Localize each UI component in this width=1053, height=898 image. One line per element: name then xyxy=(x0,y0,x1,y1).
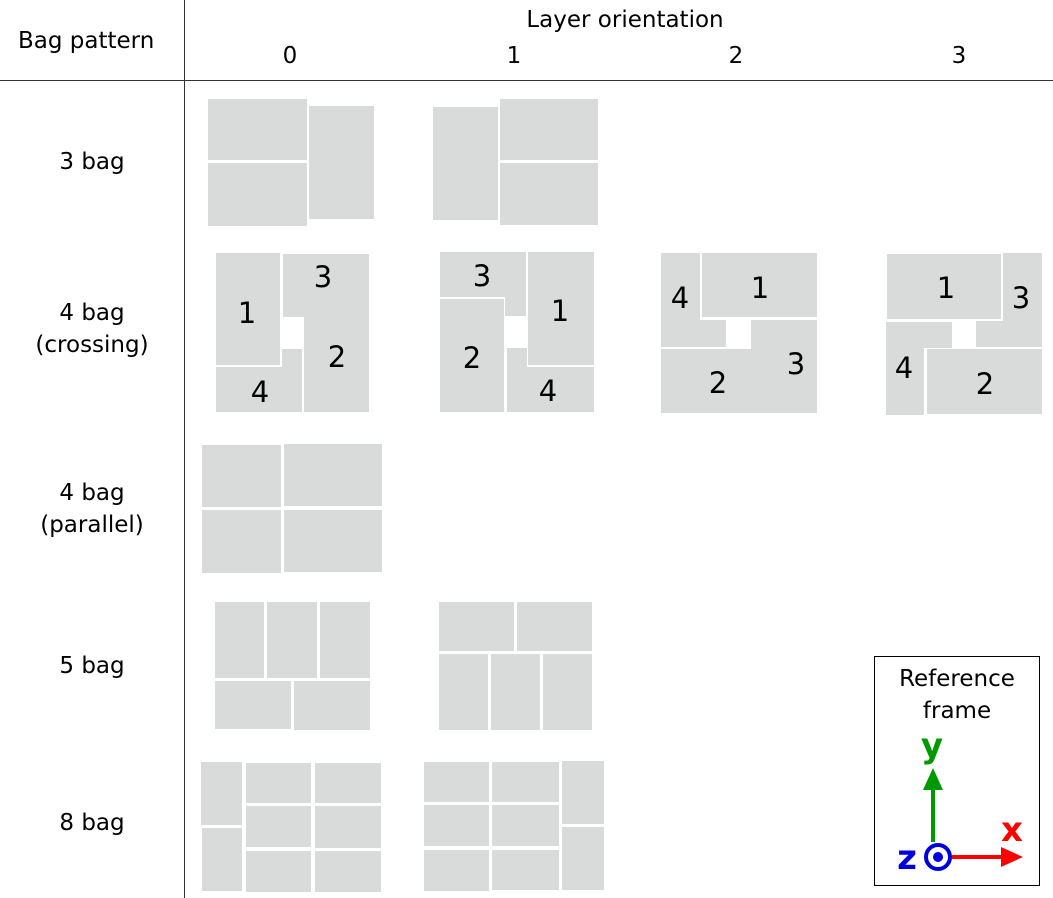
bag-label-4: 4 xyxy=(250,375,270,409)
orientation-0-label: 0 xyxy=(282,43,298,69)
bag-1 xyxy=(528,252,594,365)
bag xyxy=(492,762,559,802)
x-axis-arrowhead xyxy=(1001,847,1023,867)
table-vertical-divider xyxy=(184,0,185,898)
z-axis-ring xyxy=(924,843,952,871)
bag xyxy=(562,761,604,824)
y-axis-label: y xyxy=(921,726,943,766)
bag-2 xyxy=(440,299,504,412)
row-label-4-bag-parallel: 4 bag (parallel) xyxy=(40,480,144,538)
bag xyxy=(500,99,598,160)
bag xyxy=(424,762,489,802)
bag xyxy=(208,163,307,226)
z-axis-dot xyxy=(933,852,943,862)
bag-label-3: 3 xyxy=(1011,281,1031,315)
orientation-1-label: 1 xyxy=(506,43,522,69)
row-label-3-bag: 3 bag xyxy=(59,149,125,175)
bag xyxy=(562,827,604,890)
bag-label-2: 2 xyxy=(327,340,347,374)
orientation-2-label: 2 xyxy=(728,43,744,69)
bag xyxy=(424,850,489,891)
bag xyxy=(492,805,559,846)
bag xyxy=(215,681,291,729)
bag xyxy=(202,445,281,507)
bag-label-4: 4 xyxy=(670,281,690,315)
bag-label-4: 4 xyxy=(894,351,914,385)
layer-orientation-header: Layer orientation xyxy=(526,7,724,33)
bag xyxy=(500,163,598,225)
bag xyxy=(202,510,281,573)
orientation-3-label: 3 xyxy=(951,43,967,69)
bag-label-2: 2 xyxy=(462,341,482,375)
row-label-8-bag: 8 bag xyxy=(59,810,125,836)
bag xyxy=(439,654,488,730)
bag xyxy=(246,806,311,847)
bag xyxy=(267,602,317,678)
bag-2 xyxy=(927,349,1042,414)
z-axis-label: z xyxy=(897,838,917,878)
bag xyxy=(439,602,514,651)
bag xyxy=(315,851,381,892)
bag-label-3: 3 xyxy=(472,259,492,293)
bag-3-part xyxy=(777,349,817,413)
bag-label-2: 2 xyxy=(708,366,728,400)
bag xyxy=(246,851,311,892)
y-axis-arrowhead xyxy=(923,768,943,790)
bag xyxy=(202,828,242,891)
bag-4-part xyxy=(886,322,924,415)
bag-3-part xyxy=(505,252,526,316)
bag xyxy=(201,762,242,825)
bag-label-3: 3 xyxy=(786,347,806,381)
bag-1 xyxy=(887,254,1001,319)
bag xyxy=(294,681,370,730)
bag xyxy=(320,602,370,678)
row-label-5-bag: 5 bag xyxy=(59,653,125,679)
bag xyxy=(215,602,264,678)
bag xyxy=(315,806,381,848)
bag xyxy=(284,444,382,506)
bag-label-1: 1 xyxy=(237,296,257,330)
bag xyxy=(424,805,489,846)
bag-label-1: 1 xyxy=(550,294,570,328)
bag-4-part xyxy=(507,348,527,412)
bag-label-3: 3 xyxy=(313,260,333,294)
bag-3-part xyxy=(976,321,1042,347)
x-axis-label: x xyxy=(1001,810,1023,850)
bag-2 xyxy=(304,299,369,412)
bag xyxy=(543,654,592,730)
reference-frame-box: Reference frame xyxy=(874,656,1040,886)
bag xyxy=(491,654,540,730)
bag xyxy=(433,107,498,220)
bag xyxy=(315,763,381,803)
bag-label-4: 4 xyxy=(538,374,558,408)
bag xyxy=(492,850,559,890)
bag-label-2: 2 xyxy=(975,367,995,401)
bag xyxy=(517,602,592,651)
bag-1 xyxy=(216,253,280,365)
bag-1 xyxy=(702,253,817,317)
bag xyxy=(284,510,382,572)
bag xyxy=(208,99,307,160)
row-label-4-bag-crossing: 4 bag (crossing) xyxy=(35,300,149,358)
bag xyxy=(309,106,374,219)
bag-4-part xyxy=(661,320,726,347)
bag-label-1: 1 xyxy=(750,271,770,305)
table-horizontal-divider xyxy=(0,80,1053,81)
reference-frame-title: Reference frame xyxy=(899,666,1015,724)
bag-pattern-header: Bag pattern xyxy=(18,28,155,54)
bag xyxy=(246,763,311,803)
bag-label-1: 1 xyxy=(936,271,956,305)
bag-4-part xyxy=(282,349,302,412)
